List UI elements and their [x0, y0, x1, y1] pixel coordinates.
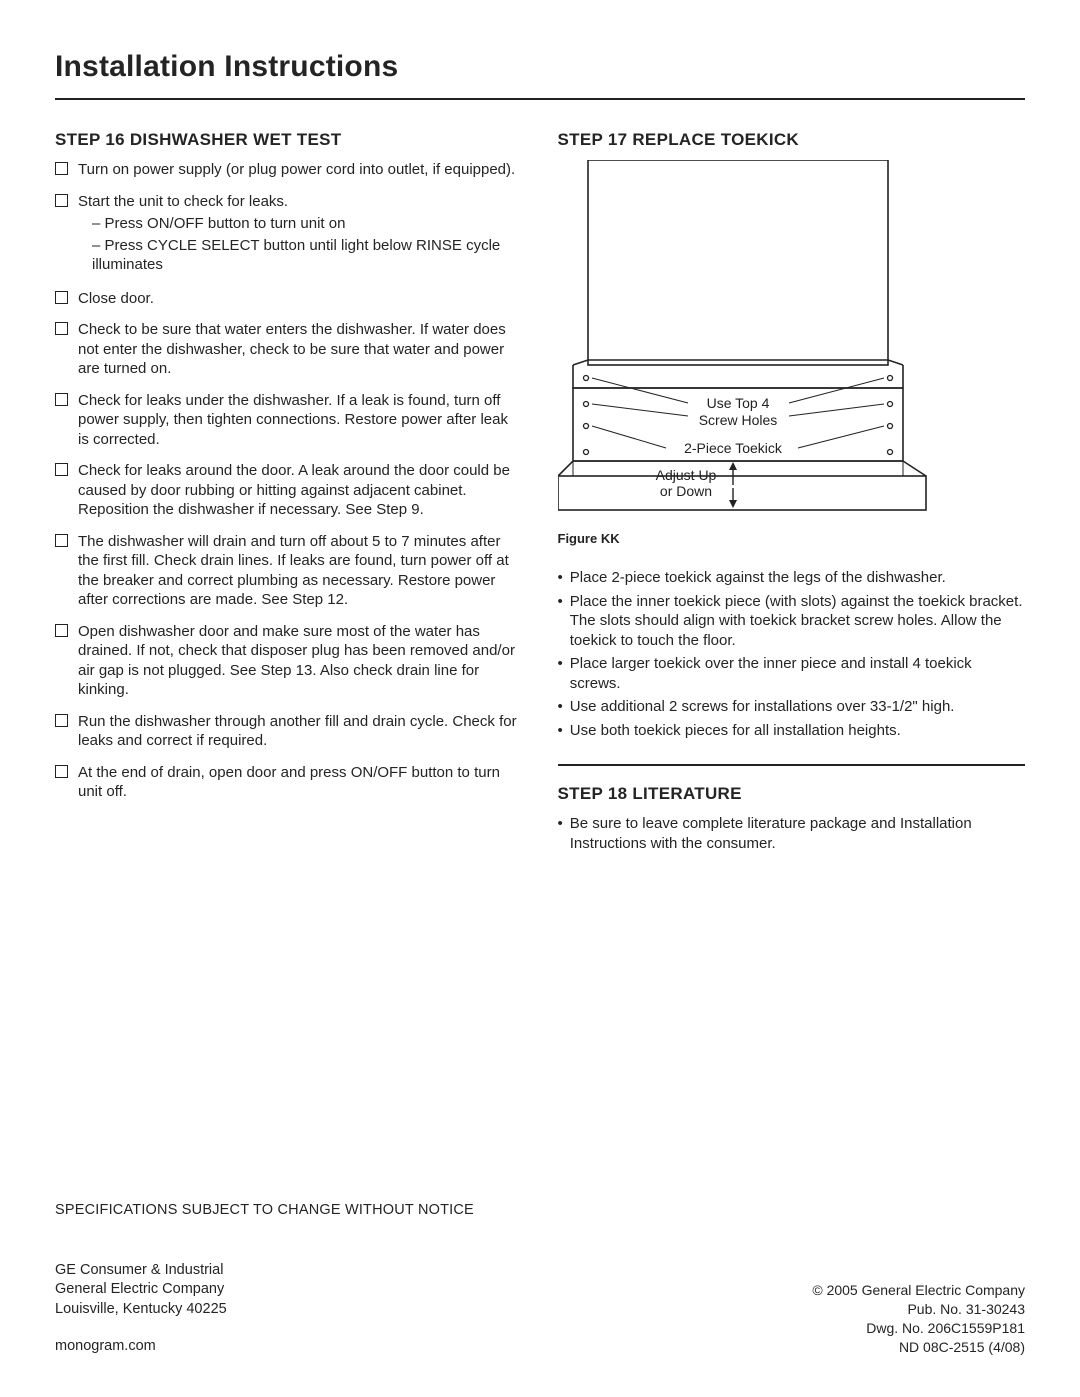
bullet-item: Be sure to leave complete literature pac…	[558, 814, 1026, 853]
pub-no: Pub. No. 31-30243	[812, 1300, 1025, 1319]
sub-item: Press CYCLE SELECT button until light be…	[92, 236, 523, 275]
website: monogram.com	[55, 1337, 227, 1357]
checkbox-icon	[55, 463, 68, 476]
checkbox-icon	[55, 624, 68, 637]
step16-checklist: Turn on power supply (or plug power cord…	[55, 160, 523, 802]
checklist-item: The dishwasher will drain and turn off a…	[55, 532, 523, 610]
checkbox-icon	[55, 162, 68, 175]
bullet-item: Use additional 2 screws for installation…	[558, 697, 1026, 717]
checklist-text: Check for leaks around the door. A leak …	[78, 461, 523, 520]
company-line-2: General Electric Company	[55, 1280, 227, 1300]
figure-caption: Figure KK	[558, 531, 1026, 546]
checklist-text: At the end of drain, open door and press…	[78, 763, 523, 802]
checkbox-icon	[55, 322, 68, 335]
footer-left: GE Consumer & Industrial General Electri…	[55, 1261, 227, 1357]
checklist-item: Open dishwasher door and make sure most …	[55, 622, 523, 700]
columns: STEP 16 DISHWASHER WET TEST Turn on powe…	[55, 130, 1025, 1201]
checkbox-icon	[55, 393, 68, 406]
checklist-text: Check for leaks under the dishwasher. If…	[78, 391, 523, 450]
checklist-text: Check to be sure that water enters the d…	[78, 320, 523, 379]
sub-item: Press ON/OFF button to turn unit on	[92, 214, 523, 234]
right-column: STEP 17 REPLACE TOEKICK	[558, 130, 1026, 1201]
bullet-item: Place 2-piece toekick against the legs o…	[558, 568, 1026, 588]
bullet-item: Place larger toekick over the inner piec…	[558, 654, 1026, 693]
bullet-item: Use both toekick pieces for all installa…	[558, 721, 1026, 741]
checklist-item: At the end of drain, open door and press…	[55, 763, 523, 802]
checklist-text: Close door.	[78, 289, 523, 309]
step18-heading: STEP 18 LITERATURE	[558, 784, 1026, 804]
footer-row: GE Consumer & Industrial General Electri…	[55, 1261, 1025, 1357]
checkbox-icon	[55, 194, 68, 207]
spec-note: SPECIFICATIONS SUBJECT TO CHANGE WITHOUT…	[55, 1201, 1025, 1221]
copyright: © 2005 General Electric Company	[812, 1281, 1025, 1300]
company-address: Louisville, Kentucky 40225	[55, 1300, 227, 1320]
checkbox-icon	[55, 714, 68, 727]
label-adjust-up: Adjust Up	[655, 467, 716, 483]
checkbox-icon	[55, 291, 68, 304]
dwg-no: Dwg. No. 206C1559P181	[812, 1319, 1025, 1338]
footer: SPECIFICATIONS SUBJECT TO CHANGE WITHOUT…	[55, 1201, 1025, 1357]
checklist-item: Check to be sure that water enters the d…	[55, 320, 523, 379]
nd-no: ND 08C-2515 (4/08)	[812, 1338, 1025, 1357]
checklist-item: Close door.	[55, 289, 523, 309]
checklist-text: Open dishwasher door and make sure most …	[78, 622, 523, 700]
toekick-diagram: Use Top 4 Screw Holes 2-Piece Toekick Ad…	[558, 160, 938, 525]
checklist-item: Run the dishwasher through another fill …	[55, 712, 523, 751]
checklist-text: Turn on power supply (or plug power cord…	[78, 160, 523, 180]
checklist-item: Check for leaks under the dishwasher. If…	[55, 391, 523, 450]
label-or-down: or Down	[659, 483, 711, 499]
page-title: Installation Instructions	[55, 50, 1025, 100]
company-line-1: GE Consumer & Industrial	[55, 1261, 227, 1281]
checklist-item: Start the unit to check for leaks.Press …	[55, 192, 523, 277]
checkbox-icon	[55, 765, 68, 778]
page: Installation Instructions STEP 16 DISHWA…	[0, 0, 1080, 1397]
left-column: STEP 16 DISHWASHER WET TEST Turn on powe…	[55, 130, 523, 1201]
checklist-item: Check for leaks around the door. A leak …	[55, 461, 523, 520]
figure-kk: Use Top 4 Screw Holes 2-Piece Toekick Ad…	[558, 160, 1026, 546]
step17-heading: STEP 17 REPLACE TOEKICK	[558, 130, 1026, 150]
checklist-item: Turn on power supply (or plug power cord…	[55, 160, 523, 180]
label-2piece-toekick: 2-Piece Toekick	[684, 440, 783, 456]
label-screw-holes: Screw Holes	[698, 412, 777, 428]
checkbox-icon	[55, 534, 68, 547]
checklist-text: Run the dishwasher through another fill …	[78, 712, 523, 751]
section-divider	[558, 764, 1026, 766]
checklist-text: Start the unit to check for leaks.Press …	[78, 192, 523, 277]
step16-heading: STEP 16 DISHWASHER WET TEST	[55, 130, 523, 150]
sub-list: Press ON/OFF button to turn unit onPress…	[78, 214, 523, 275]
step18-bullets: Be sure to leave complete literature pac…	[558, 814, 1026, 853]
step17-bullets: Place 2-piece toekick against the legs o…	[558, 568, 1026, 740]
checklist-text: The dishwasher will drain and turn off a…	[78, 532, 523, 610]
footer-right: © 2005 General Electric Company Pub. No.…	[812, 1281, 1025, 1357]
bullet-item: Place the inner toekick piece (with slot…	[558, 592, 1026, 651]
label-use-top-4: Use Top 4	[706, 395, 769, 411]
